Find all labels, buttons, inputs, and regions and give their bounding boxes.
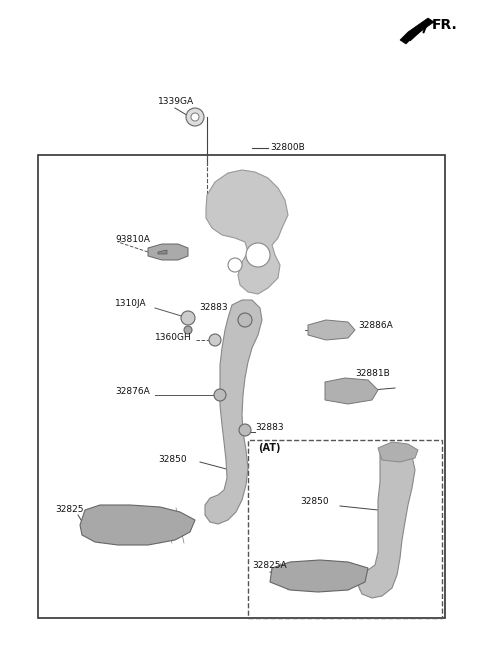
- Circle shape: [238, 313, 252, 327]
- Polygon shape: [325, 378, 378, 404]
- Circle shape: [228, 258, 242, 272]
- Polygon shape: [400, 18, 434, 44]
- Bar: [38, 155, 445, 618]
- Text: 1339GA: 1339GA: [158, 97, 194, 106]
- Circle shape: [186, 108, 204, 126]
- Polygon shape: [358, 448, 415, 598]
- Text: 32850: 32850: [158, 455, 187, 464]
- Polygon shape: [378, 442, 418, 462]
- Text: 1310JA: 1310JA: [115, 298, 146, 307]
- Circle shape: [191, 113, 199, 121]
- Polygon shape: [205, 300, 262, 524]
- Polygon shape: [80, 505, 195, 545]
- Polygon shape: [148, 244, 188, 260]
- Text: 1360GH: 1360GH: [155, 332, 192, 342]
- Text: 32883: 32883: [255, 424, 284, 432]
- Circle shape: [246, 243, 270, 267]
- Circle shape: [209, 334, 221, 346]
- Text: 32825A: 32825A: [252, 562, 287, 570]
- Text: (AT): (AT): [258, 443, 280, 453]
- Text: 32881B: 32881B: [355, 369, 390, 378]
- Text: 32850: 32850: [300, 497, 329, 507]
- Polygon shape: [158, 250, 167, 254]
- Text: 32825: 32825: [55, 505, 84, 514]
- Polygon shape: [270, 560, 368, 592]
- Text: 32883: 32883: [199, 304, 228, 313]
- Circle shape: [181, 311, 195, 325]
- Text: 32876A: 32876A: [115, 388, 150, 397]
- Text: 32886A: 32886A: [358, 321, 393, 330]
- Text: 93810A: 93810A: [115, 235, 150, 244]
- Circle shape: [214, 389, 226, 401]
- Text: 32800B: 32800B: [270, 143, 305, 152]
- Text: FR.: FR.: [432, 18, 458, 32]
- Bar: [248, 440, 442, 618]
- Polygon shape: [308, 320, 355, 340]
- Circle shape: [239, 424, 251, 436]
- Polygon shape: [206, 170, 288, 294]
- Circle shape: [184, 326, 192, 334]
